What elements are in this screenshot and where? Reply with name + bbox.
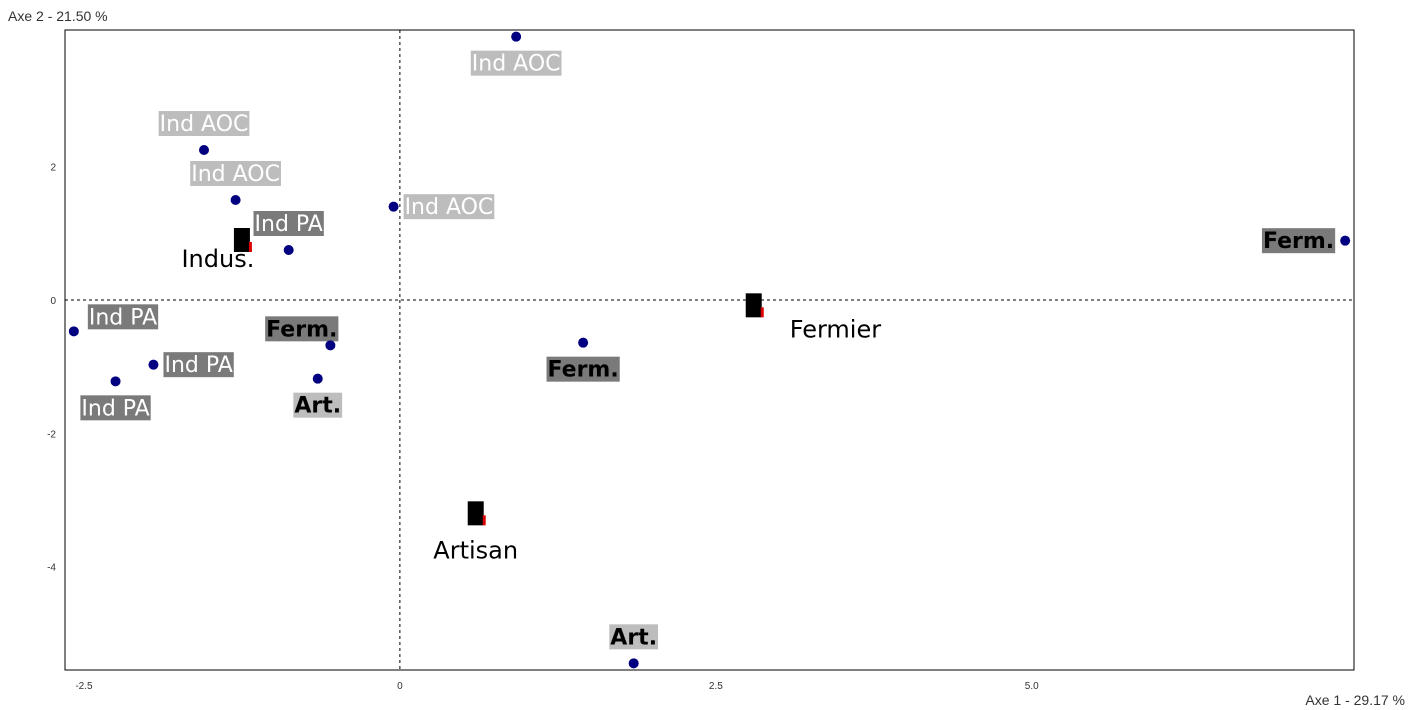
y-tick-label: -2 [47,429,56,440]
category-label: Artisan [433,536,518,564]
point-label-bg [253,211,324,236]
data-point [110,376,121,387]
point-label-bg [403,194,495,220]
category-marker-accent [760,307,764,318]
point-label-bg [87,304,159,330]
x-tick-label: 5.0 [1025,681,1039,692]
x-tick-label: 2.5 [709,681,723,692]
data-point [1340,235,1351,246]
point-label-bg [470,50,562,76]
category-markers: Indus. Fermier Artisan [181,228,881,564]
point-label: Art. [293,392,343,419]
point-label-text: Ind PA [81,396,149,421]
data-point [325,340,336,351]
data-point [628,658,639,669]
point-label-text: Art. [294,394,341,419]
category-marker [745,293,762,318]
point-label-text: Ind PA [164,353,232,378]
point-label-bg [80,395,151,421]
point-label-text: Ind AOC [472,52,561,77]
point-label-bg [265,316,339,342]
x-tick-label: -2.5 [75,681,93,692]
point-label: Ind PA [253,211,324,237]
y-tick-label: 0 [50,296,56,307]
point-label-text: Ferm. [1263,229,1334,254]
point-label-text: Ferm. [266,317,337,342]
point-label-text: Ferm. [548,358,619,383]
point-label: Ind PA [163,352,234,378]
data-point [578,337,589,348]
point-labels: Ind AOC Ind AOC Ind AOC Ind AOC Ind PA Ind PA… [80,50,1336,650]
point-label: Art. [609,624,659,650]
point-label: Ind AOC [158,111,250,137]
data-point [511,31,522,42]
y-axis-label: Axe 2 - 21.50 % [8,8,108,24]
point-label: Ind PA [80,395,151,421]
point-label-bg [190,161,281,186]
point-label: Ferm. [1261,228,1336,254]
point-label-text: Ind AOC [191,162,280,187]
point-label-text: Ind PA [255,212,323,237]
point-label-bg [293,392,343,418]
point-label-bg [1261,228,1336,254]
point-label: Ferm. [546,356,620,383]
data-points [68,31,1351,669]
tick-labels: -2.5 0 2.5 5.0 2 0 -2 -4 [47,163,1039,692]
category-marker-accent [482,515,486,526]
point-label-bg [546,356,620,382]
data-point [283,245,294,255]
point-label: Ind PA [87,304,159,330]
point-label-bg [163,352,234,378]
x-tick-label: 0 [397,681,403,692]
point-label-text: Art. [610,625,657,650]
category-marker [233,228,250,252]
data-point [148,359,159,370]
point-label-bg [158,111,250,136]
data-point [68,326,79,337]
point-label: Ind AOC [190,161,281,187]
data-point [312,373,323,384]
data-point [230,195,241,205]
point-label-text: Ind AOC [405,195,494,220]
plot-frame [64,29,1355,671]
point-label: Ferm. [265,316,339,342]
point-label: Ind AOC [470,50,562,77]
category-label: Indus. [181,245,254,273]
point-label-bg [609,624,659,650]
y-tick-label: -4 [47,563,56,574]
category-label: Fermier [790,315,882,343]
point-label: Ind AOC [403,194,495,220]
point-label-text: Ind PA [89,305,157,330]
data-point [199,145,210,155]
point-label-text: Ind AOC [160,112,249,137]
x-axis-label: Axe 1 - 29.17 % [1305,692,1405,708]
category-marker-accent [248,242,252,252]
data-point [388,201,399,212]
category-marker [467,501,484,526]
y-tick-label: 2 [50,163,56,174]
